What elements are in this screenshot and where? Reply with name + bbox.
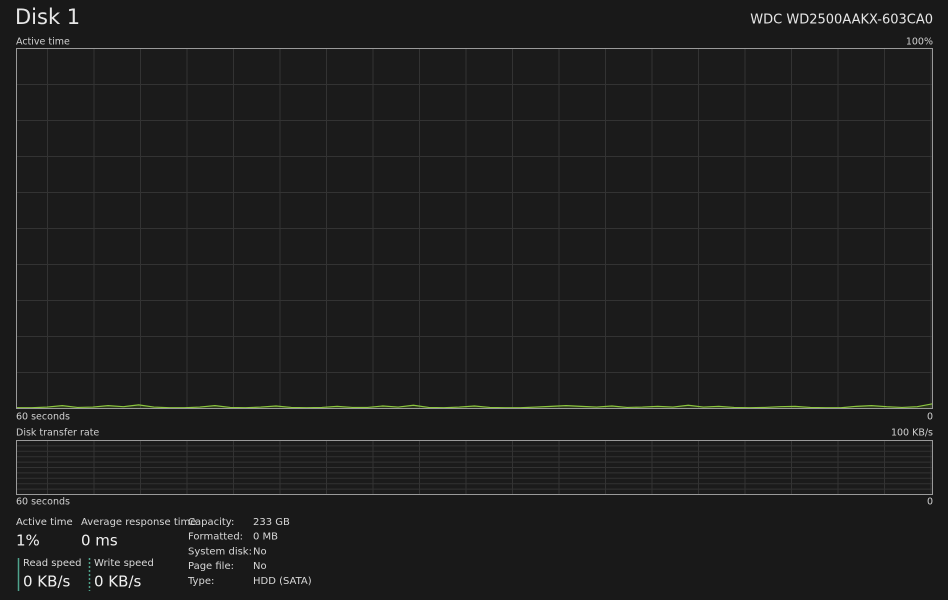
line xyxy=(16,403,933,409)
property-label: Formatted: xyxy=(188,532,243,543)
stat-label: Active time xyxy=(16,517,73,528)
property-label: Page file: xyxy=(188,561,234,572)
title: Disk 1 xyxy=(15,5,80,29)
property-label: Capacity: xyxy=(188,517,234,528)
graph-max: 100% xyxy=(906,37,933,48)
graph-label: Disk transfer rate xyxy=(16,428,99,439)
transfer-rate-graph xyxy=(16,440,933,495)
model: WDC WD2500AAKX-603CA0 xyxy=(750,13,933,28)
graph-min: 0 xyxy=(927,412,933,423)
time-label: 60 seconds xyxy=(16,497,70,508)
property-value: 0 MB xyxy=(253,532,278,543)
stat-value: 0 KB/s xyxy=(23,573,70,591)
graph-label: Active time xyxy=(16,37,70,48)
property-value: No xyxy=(253,561,267,572)
stat-label: Average response time xyxy=(81,517,196,528)
stat-value: 0 KB/s xyxy=(94,573,141,591)
stat-label: Write speed xyxy=(94,558,154,569)
property-value: HDD (SATA) xyxy=(253,576,312,587)
property-label: System disk: xyxy=(188,546,252,557)
graph-border xyxy=(16,440,933,495)
graph-min: 0 xyxy=(927,497,933,508)
active-time-graph xyxy=(16,48,933,409)
graph-max: 100 KB/s xyxy=(891,428,933,439)
stat-label: Read speed xyxy=(23,558,82,569)
property-label: Type: xyxy=(187,576,214,587)
property-value: No xyxy=(253,546,267,557)
time-label: 60 seconds xyxy=(16,412,70,423)
graph-border xyxy=(16,48,933,409)
stat-value: 1% xyxy=(16,532,40,550)
property-value: 233 GB xyxy=(253,517,290,528)
stat-value: 0 ms xyxy=(81,532,118,550)
